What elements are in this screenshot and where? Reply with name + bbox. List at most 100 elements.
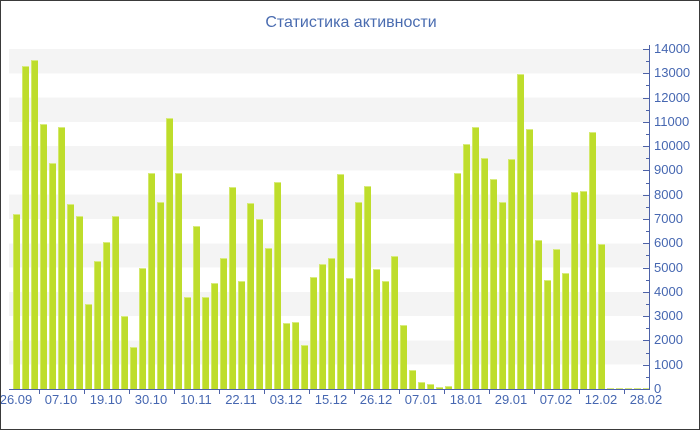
y-axis-tick-label: 12000 (654, 89, 691, 105)
bar[interactable] (399, 325, 407, 389)
bar[interactable] (12, 214, 20, 389)
x-axis-tick (263, 390, 265, 394)
y-axis-tick-label: 14000 (654, 41, 691, 56)
bar[interactable] (372, 269, 380, 389)
bar[interactable] (435, 387, 443, 389)
bar[interactable] (174, 173, 182, 389)
bar[interactable] (579, 191, 587, 389)
bar[interactable] (336, 174, 344, 389)
bar[interactable] (525, 129, 533, 389)
bar[interactable] (75, 216, 83, 389)
bar[interactable] (138, 268, 146, 389)
x-axis-tick (128, 390, 130, 394)
bar[interactable] (453, 173, 461, 389)
bar[interactable] (615, 388, 623, 389)
bar[interactable] (93, 261, 101, 389)
x-axis-tick-label: 15.12 (314, 392, 348, 407)
bar[interactable] (327, 258, 335, 389)
bar[interactable] (381, 281, 389, 389)
x-axis-tick (623, 390, 625, 394)
bar[interactable] (561, 273, 569, 389)
bar[interactable] (237, 281, 245, 389)
bar[interactable] (21, 66, 29, 389)
bar[interactable] (426, 384, 434, 389)
bar[interactable] (219, 258, 227, 389)
y-axis-line (649, 45, 650, 390)
bar[interactable] (309, 277, 317, 389)
bar[interactable] (444, 386, 452, 389)
bar[interactable] (192, 226, 200, 389)
bar[interactable] (201, 297, 209, 389)
y-axis-major-tick (643, 243, 649, 245)
bar[interactable] (147, 173, 155, 389)
bar[interactable] (498, 202, 506, 389)
bar[interactable] (264, 248, 272, 389)
bar[interactable] (408, 370, 416, 389)
bar[interactable] (183, 297, 191, 389)
y-axis-minor-tick (646, 231, 649, 233)
bar[interactable] (489, 179, 497, 389)
x-axis-tick (398, 390, 400, 394)
bar[interactable] (246, 203, 254, 389)
x-axis-tick-label: 26.12 (359, 392, 393, 407)
bar[interactable] (165, 118, 173, 389)
y-axis-major-tick (643, 73, 649, 75)
bar[interactable] (84, 304, 92, 389)
bar[interactable] (606, 388, 614, 389)
bar[interactable] (462, 144, 470, 389)
bar[interactable] (318, 264, 326, 389)
x-axis-tick (353, 390, 355, 394)
bar[interactable] (363, 186, 371, 389)
bar[interactable] (39, 124, 47, 389)
bar[interactable] (390, 256, 398, 389)
bar[interactable] (129, 347, 137, 389)
y-axis-minor-tick (646, 158, 649, 160)
bar[interactable] (642, 388, 650, 389)
bar[interactable] (66, 204, 74, 389)
bar[interactable] (300, 345, 308, 389)
x-axis-tick (38, 390, 40, 394)
bar[interactable] (291, 322, 299, 389)
bar[interactable] (480, 158, 488, 389)
bar[interactable] (624, 388, 632, 389)
bar[interactable] (417, 382, 425, 389)
y-axis-tick-label: 9000 (654, 162, 683, 178)
bar[interactable] (102, 242, 110, 389)
bar[interactable] (57, 127, 65, 389)
bar[interactable] (516, 74, 524, 389)
bar[interactable] (588, 132, 596, 389)
y-axis-minor-tick (646, 134, 649, 135)
bar[interactable] (111, 216, 119, 389)
bar[interactable] (534, 240, 542, 389)
bar[interactable] (210, 283, 218, 389)
bar[interactable] (633, 388, 641, 389)
x-axis-tick-label: 07.02 (539, 392, 573, 407)
x-axis-tick (533, 390, 535, 394)
bar[interactable] (570, 192, 578, 389)
y-axis-major-tick (643, 49, 649, 50)
bar[interactable] (507, 159, 515, 389)
bar[interactable] (228, 187, 236, 389)
bar[interactable] (282, 323, 290, 389)
x-axis-tick-label: 29.01 (494, 392, 528, 407)
bar[interactable] (354, 202, 362, 389)
bar[interactable] (273, 182, 281, 389)
y-axis-tick-label: 6000 (654, 235, 683, 251)
x-axis-tick-label: 18.01 (449, 392, 483, 407)
y-axis-major-tick (643, 389, 649, 390)
bar[interactable] (48, 163, 56, 389)
bar[interactable] (543, 280, 551, 389)
y-axis-major-tick (643, 170, 649, 172)
bar[interactable] (30, 60, 38, 389)
x-axis-tick (218, 390, 220, 394)
bar[interactable] (255, 219, 263, 389)
bar[interactable] (156, 202, 164, 389)
y-axis-minor-tick (646, 279, 649, 281)
bar[interactable] (120, 316, 128, 389)
bar[interactable] (552, 249, 560, 389)
bar[interactable] (471, 127, 479, 389)
y-axis-minor-tick (646, 61, 649, 63)
bar[interactable] (345, 278, 353, 389)
bar[interactable] (597, 244, 605, 389)
y-axis-tick-label: 11000 (654, 113, 690, 129)
